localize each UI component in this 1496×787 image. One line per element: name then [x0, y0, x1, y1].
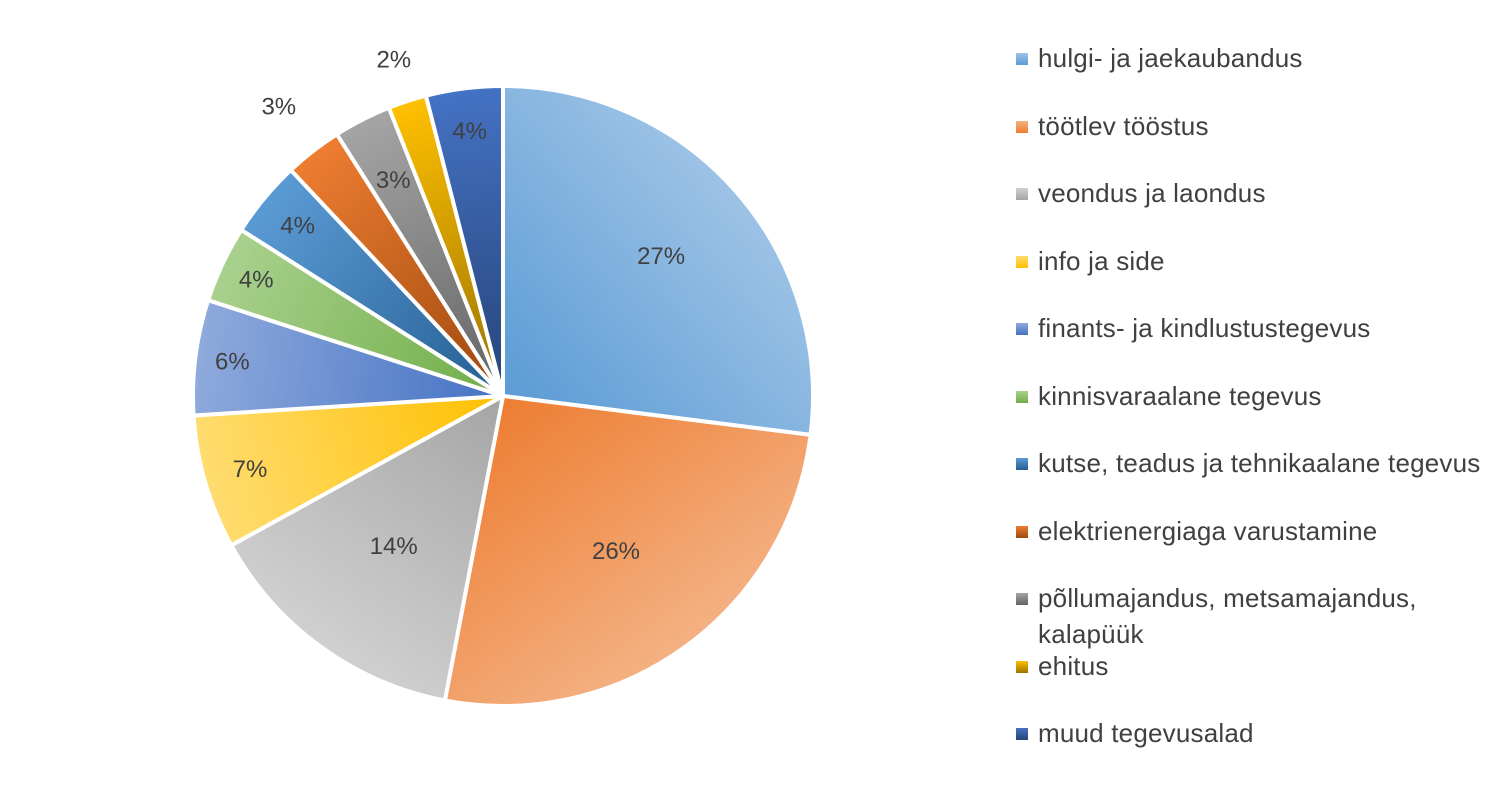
legend-swatch — [1016, 188, 1028, 200]
pie-slice — [442, 394, 813, 709]
legend-item: info ja side — [1016, 243, 1486, 279]
slice-data-label: 4% — [280, 213, 315, 240]
legend-swatch — [1016, 458, 1028, 470]
legend-item: töötlev tööstus — [1016, 108, 1486, 144]
legend-item: finants- ja kindlustustegevus — [1016, 310, 1486, 346]
slice-data-label: 7% — [233, 456, 268, 483]
pie-slice — [423, 84, 505, 398]
legend-swatch — [1016, 255, 1028, 268]
slice-data-label: 27% — [637, 243, 685, 270]
legend-swatch — [1016, 593, 1028, 605]
slice-data-label: 3% — [261, 94, 296, 121]
pie-data-labels: 27%26%14%7%6%4%4%3%3%2%4% — [215, 46, 685, 565]
slice-data-label: 4% — [452, 118, 487, 145]
legend-label: muud tegevusalad — [1038, 718, 1254, 748]
legend-label: elektrienergiaga varustamine — [1038, 515, 1378, 546]
legend-label: töötlev tööstus — [1038, 110, 1209, 141]
legend-swatch — [1016, 660, 1028, 673]
legend-swatch — [1016, 525, 1028, 538]
legend-swatch — [1016, 120, 1028, 133]
legend-item: kinnisvaraalane tegevus — [1016, 378, 1486, 414]
slice-data-label: 14% — [370, 533, 418, 560]
legend-label: kinnisvaraalane tegevus — [1038, 380, 1322, 411]
legend-swatch — [1016, 323, 1028, 335]
legend-label: info ja side — [1038, 245, 1165, 276]
legend-label: finants- ja kindlustustegevus — [1038, 313, 1371, 343]
legend-swatch — [1016, 390, 1028, 403]
slice-data-label: 26% — [592, 538, 640, 565]
slice-data-label: 4% — [239, 266, 274, 293]
legend-label: kutse, teadus ja tehnikaalane tegevus — [1038, 448, 1481, 478]
legend-label: hulgi- ja jaekaubandus — [1038, 43, 1303, 73]
pie-slice — [191, 394, 505, 548]
legend-item: kutse, teadus ja tehnikaalane tegevus — [1016, 445, 1486, 481]
legend-item: veondus ja laondus — [1016, 175, 1486, 211]
legend-label: ehitus — [1038, 650, 1109, 681]
legend-item: hulgi- ja jaekaubandus — [1016, 40, 1486, 76]
legend-item: elektrienergiaga varustamine — [1016, 513, 1486, 549]
legend-label: põllumajandus, metsamajandus, kalapüük — [1038, 583, 1417, 649]
pie-slices — [191, 84, 815, 709]
slice-data-label: 2% — [376, 46, 411, 73]
pie-slice — [501, 84, 815, 437]
slice-data-label: 3% — [376, 167, 411, 194]
slice-data-label: 6% — [215, 348, 250, 375]
legend-item: muud tegevusalad — [1016, 715, 1486, 751]
legend-item: põllumajandus, metsamajandus, kalapüük — [1016, 580, 1486, 652]
legend-label: veondus ja laondus — [1038, 178, 1266, 208]
legend-swatch — [1016, 728, 1028, 740]
pie-slice — [229, 394, 505, 703]
legend-swatch — [1016, 53, 1028, 65]
legend-item: ehitus — [1016, 648, 1486, 684]
